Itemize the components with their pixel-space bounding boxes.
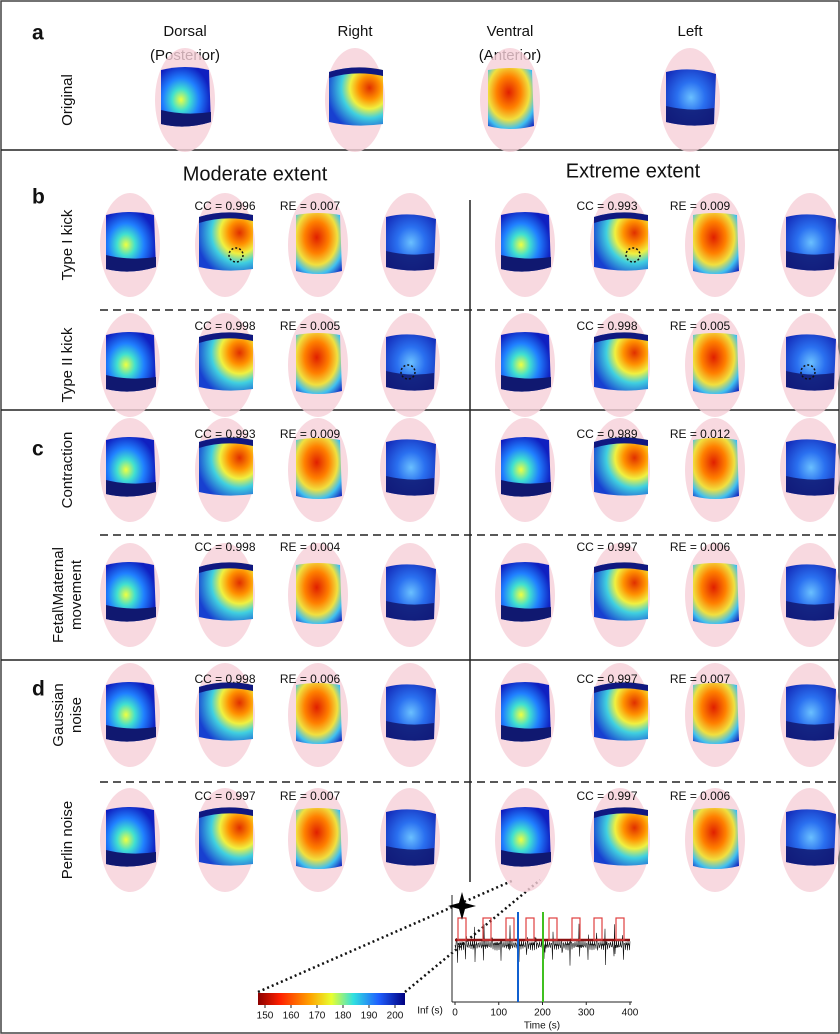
panel-label: d [32,678,45,701]
heart-view [495,663,555,767]
stat-label: RE = 0.012 [670,427,731,441]
heart-view [590,788,650,892]
colorbar-tick-label: 180 [335,1011,352,1022]
heart-view [155,48,215,152]
heart-view [195,788,255,892]
stat-label: CC = 0.996 [194,199,255,213]
contraction-box [594,918,602,940]
heart-view [780,313,840,417]
heart-view [495,313,555,417]
row-label: Perlin noise [59,801,76,879]
row-label: noise [68,697,85,733]
heart-view [780,193,840,297]
colorbar-tick-label: 160 [283,1011,300,1022]
stat-label: CC = 0.993 [194,427,255,441]
heart-view [380,193,440,297]
panel-label: c [32,438,44,461]
stat-label: CC = 0.993 [576,199,637,213]
heart-view [288,543,348,647]
stat-label: RE = 0.005 [670,319,731,333]
stat-label: CC = 0.998 [194,540,255,554]
heart-view [100,193,160,297]
heart-view [590,543,650,647]
colorbar-label: Inf (s) [417,1006,443,1017]
figure: a b c d Original Moderate extent Extreme… [0,0,840,1034]
heart-view [495,788,555,892]
heart-view [495,193,555,297]
heart-view [100,418,160,522]
time-tick-label: 300 [578,1008,595,1019]
stat-label: RE = 0.007 [280,199,341,213]
time-tick-label: 0 [452,1008,458,1019]
colorbar-tick-label: 190 [361,1011,378,1022]
stat-label: RE = 0.009 [280,427,341,441]
stat-label: CC = 0.997 [576,789,637,803]
stat-label: RE = 0.007 [280,789,341,803]
heart-view [100,663,160,767]
heart-view [380,543,440,647]
heart-view [495,418,555,522]
heart-view [780,418,840,522]
time-tick-label: 400 [622,1008,639,1019]
colorbar-tick-label: 170 [309,1011,326,1022]
view-label: Right [337,23,373,40]
view-label: Dorsal [163,23,206,40]
stat-label: CC = 0.997 [576,540,637,554]
heart-view [780,663,840,767]
row-label: Contraction [59,432,76,509]
row-label: movement [68,559,85,630]
heart-view [380,313,440,417]
stat-label: RE = 0.007 [670,672,731,686]
stat-label: RE = 0.009 [670,199,731,213]
stat-label: RE = 0.006 [280,672,341,686]
heart-view [685,788,745,892]
view-label: Left [677,23,703,40]
inset-links [258,880,540,992]
heart-view [780,788,840,892]
panel-label: b [32,186,45,209]
heart-view [100,313,160,417]
row-label: Original [59,74,76,126]
heart-view [325,48,385,152]
panel-label: a [32,22,44,45]
colorbar [258,993,405,1005]
heart-view [780,543,840,647]
stat-label: CC = 0.997 [194,789,255,803]
column-title: Moderate extent [183,163,328,185]
stat-label: CC = 0.989 [576,427,637,441]
heart-view [100,543,160,647]
row-label: Type I kick [59,209,76,280]
stat-label: CC = 0.998 [194,672,255,686]
time-tick-label: 200 [534,1008,551,1019]
heart-view [380,663,440,767]
contraction-box [458,918,466,940]
stat-label: CC = 0.997 [576,672,637,686]
time-axis-label: Time (s) [524,1021,560,1032]
row-label: Type II kick [59,327,76,403]
stat-label: RE = 0.004 [280,540,341,554]
column-title: Extreme extent [566,160,701,182]
stat-label: RE = 0.006 [670,789,731,803]
heart-view [380,418,440,522]
colorbar-tick-label: 200 [387,1011,404,1022]
heart-view [495,543,555,647]
heart-view [100,788,160,892]
time-tick-label: 100 [490,1008,507,1019]
stat-label: RE = 0.006 [670,540,731,554]
colorbar-tick-label: 150 [257,1011,274,1022]
row-label: Fetal\Maternal [50,547,67,643]
stat-label: CC = 0.998 [194,319,255,333]
row-label: Gaussian [50,683,67,746]
contraction-box [526,918,534,940]
heart-view [480,48,540,152]
heart-view [288,788,348,892]
heart-view [380,788,440,892]
stat-label: RE = 0.005 [280,319,341,333]
heart-view [660,48,720,152]
view-label: Ventral [487,23,534,40]
stat-label: CC = 0.998 [576,319,637,333]
heart-view [195,543,255,647]
heart-view [685,543,745,647]
